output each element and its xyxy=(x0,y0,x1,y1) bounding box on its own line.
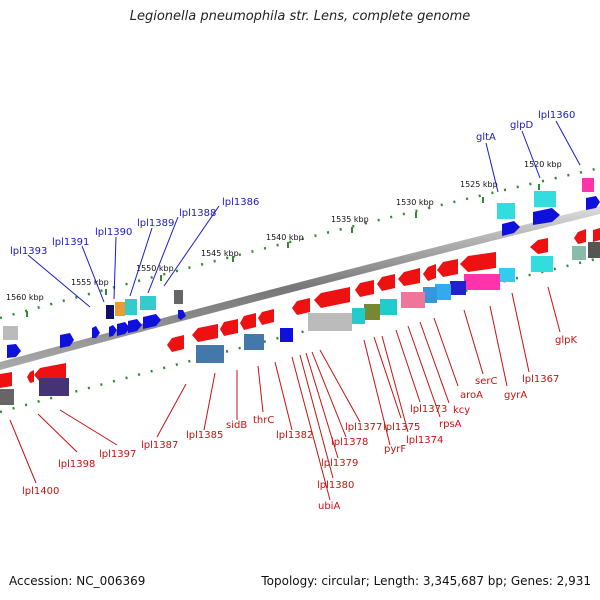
gene-arrow xyxy=(143,314,161,329)
forward-cog-boxes xyxy=(3,178,594,340)
gene-arrow xyxy=(530,238,548,254)
gene-label: gyrA xyxy=(504,390,527,401)
gene-label: lpl1400 xyxy=(22,486,59,497)
gene-label: lpl1393 xyxy=(10,246,47,257)
gene-arrow xyxy=(574,229,586,244)
gene-arrow xyxy=(423,264,436,281)
gene-label: kcy xyxy=(453,405,470,416)
top-leader-lines xyxy=(27,120,581,308)
gene-arrow xyxy=(460,252,496,272)
gene-arrow xyxy=(92,326,100,338)
forward-strand-genes xyxy=(7,196,600,358)
gene-label: lpl1378 xyxy=(331,437,368,448)
gene-arrow xyxy=(167,335,184,352)
gene-label: lpl1374 xyxy=(406,435,443,446)
gene-arrow xyxy=(7,344,21,358)
gene-arrow xyxy=(128,319,142,333)
gene-arrow xyxy=(355,280,374,297)
gene-label: lpl1367 xyxy=(522,374,559,385)
gene-arrow xyxy=(593,228,600,242)
tick-label: 1540 kbp xyxy=(266,233,304,242)
gene-label: lpl1389 xyxy=(137,218,174,229)
reverse-strand-genes xyxy=(0,228,600,388)
gene-arrow xyxy=(0,372,12,388)
gene-label: aroA xyxy=(460,390,483,401)
gene-label: lpl1391 xyxy=(52,237,89,248)
gene-label: lpl1398 xyxy=(58,459,95,470)
gene-arrow xyxy=(178,310,186,320)
gene-arrow xyxy=(109,325,117,337)
gene-label: lpl1387 xyxy=(141,440,178,451)
gene-arrow xyxy=(292,298,310,315)
tick-label: 1530 kbp xyxy=(396,198,434,207)
gene-arrow xyxy=(314,287,350,308)
tick-label: 1520 kbp xyxy=(524,160,562,169)
gene-label: lpl1360 xyxy=(538,110,575,121)
gene-label: gltA xyxy=(476,132,496,143)
gene-label: lpl1386 xyxy=(222,197,259,208)
gene-arrow xyxy=(502,221,520,236)
gene-label: lpl1377 xyxy=(345,422,382,433)
gene-label: glpK xyxy=(555,335,577,346)
gene-arrow xyxy=(34,363,66,382)
gene-arrow xyxy=(398,268,420,286)
tick-label: 1555 kbp xyxy=(71,278,109,287)
gene-label: lpl1390 xyxy=(95,227,132,238)
gene-label: lpl1380 xyxy=(317,480,354,491)
gene-label: sidB xyxy=(226,420,247,431)
gene-label: lpl1382 xyxy=(276,430,313,441)
reverse-cog-boxes xyxy=(0,242,600,405)
gene-arrow xyxy=(240,313,256,330)
bottom-leader-lines xyxy=(9,286,561,501)
tick-label: 1550 kbp xyxy=(136,264,174,273)
gene-label: lpl1379 xyxy=(321,458,358,469)
gene-box xyxy=(280,328,293,342)
gene-label: ubiA xyxy=(318,501,340,512)
accession-label: Accession: NC_006369 xyxy=(9,574,146,588)
gene-label: glpD xyxy=(510,120,533,131)
topology-label: Topology: circular; Length: 3,345,687 bp… xyxy=(261,574,591,588)
outer-track-dots xyxy=(0,166,600,320)
tick-label: 1535 kbp xyxy=(331,215,369,224)
gene-arrow xyxy=(377,274,395,291)
gene-arrow xyxy=(586,196,600,210)
gene-label: lpl1373 xyxy=(410,404,447,415)
map-title: Legionella pneumophila str. Lens, comple… xyxy=(129,9,471,24)
tick-label: 1525 kbp xyxy=(460,180,498,189)
gene-label: lpl1388 xyxy=(179,208,216,219)
gene-label: lpl1375 xyxy=(383,422,420,433)
gene-label: thrC xyxy=(253,415,274,426)
gene-label: lpl1397 xyxy=(99,449,136,460)
gene-label: rpsA xyxy=(439,419,462,430)
gene-arrow xyxy=(60,333,74,348)
gene-label: pyrF xyxy=(384,444,406,455)
tick-label: 1560 kbp xyxy=(6,293,44,302)
gene-arrow xyxy=(117,322,130,336)
gene-arrow xyxy=(220,319,238,336)
gene-label: lpl1385 xyxy=(186,430,223,441)
gene-arrow xyxy=(258,309,274,325)
gene-arrow xyxy=(27,370,34,383)
tick-label: 1545 kbp xyxy=(201,249,239,258)
gene-arrow xyxy=(437,259,458,277)
gene-arrow xyxy=(533,208,560,225)
gene-arrow xyxy=(192,324,218,342)
gene-label: serC xyxy=(475,376,497,387)
major-ticks-outer xyxy=(26,184,540,317)
inner-track-dots xyxy=(0,256,600,414)
genome-backbone xyxy=(0,206,600,370)
